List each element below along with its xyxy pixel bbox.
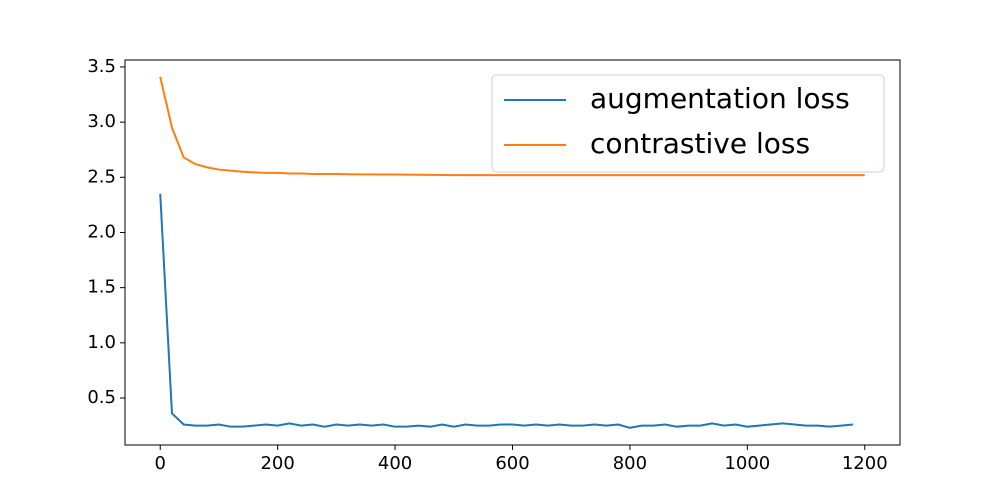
legend-box [491,74,885,173]
plot-frame [124,59,901,446]
x-tick-label: 0 [155,453,166,474]
x-tick-label: 1200 [842,453,888,474]
line-series [159,193,854,429]
line-series [159,76,865,177]
x-tick-label: 400 [378,453,412,474]
y-tick-label: 3.5 [87,56,116,77]
y-tick-label: 2.5 [87,166,116,187]
y-tick-label: 2.0 [87,221,116,242]
x-tick-label: 800 [613,453,647,474]
legend-label: augmentation loss [590,82,850,115]
x-tick-label: 600 [495,453,529,474]
y-tick-label: 0.5 [87,387,116,408]
y-tick-label: 1.0 [87,332,116,353]
legend-label: contrastive loss [590,127,810,160]
y-tick-label: 1.5 [87,277,116,298]
x-tick-label: 1000 [724,453,770,474]
x-tick-label: 200 [260,453,294,474]
y-tick-label: 3.0 [87,111,116,132]
